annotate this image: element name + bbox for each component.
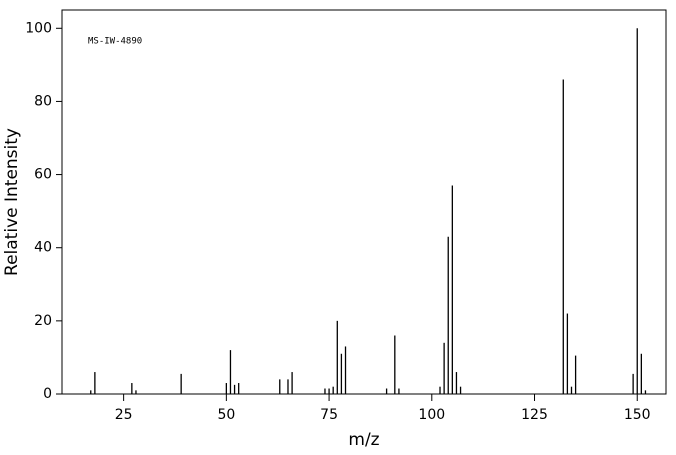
plot-frame (61, 9, 667, 395)
y-axis-title: Relative Intensity (2, 128, 22, 276)
x-tick-label: 50 (217, 407, 235, 423)
y-tick-label: 60 (34, 167, 52, 183)
x-tick-label: 75 (320, 407, 338, 423)
y-tick-label: 100 (25, 20, 52, 36)
y-tick-label: 80 (34, 93, 52, 109)
annotation: MS-IW-4890 (88, 37, 142, 47)
y-tick-label: 40 (34, 240, 52, 256)
y-tick-label: 20 (34, 313, 52, 329)
x-tick-label: 100 (418, 407, 445, 423)
x-tick-label: 25 (115, 407, 133, 423)
x-tick-label: 125 (521, 407, 548, 423)
x-tick-label: 150 (624, 407, 651, 423)
y-tick-label: 0 (43, 386, 52, 402)
x-axis-title: m/z (348, 430, 379, 450)
